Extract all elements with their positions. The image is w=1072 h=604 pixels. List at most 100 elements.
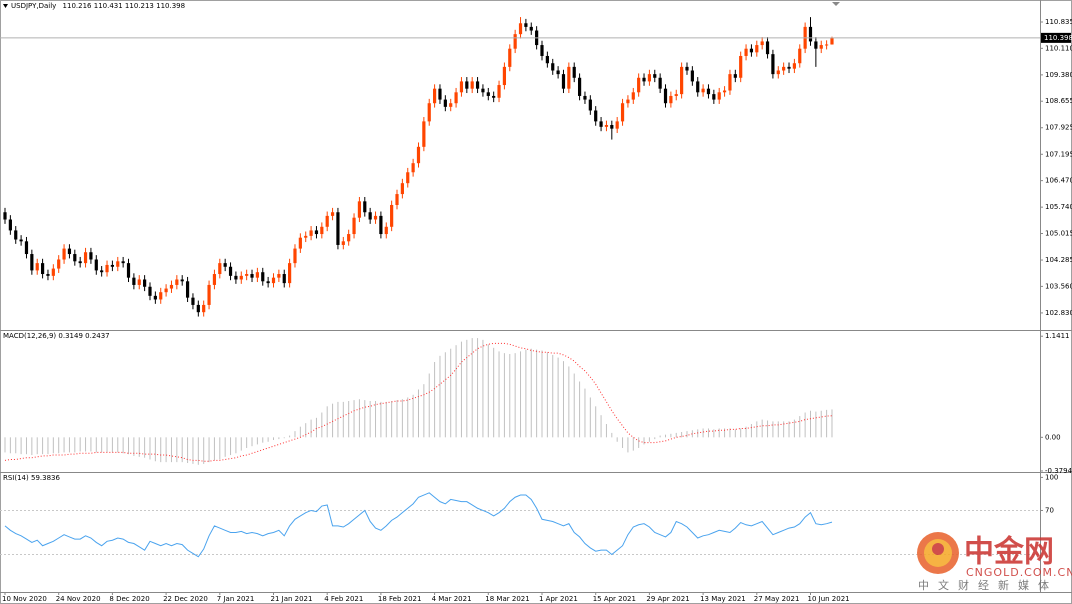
candle-body [330,212,335,216]
macd-bar [187,437,189,464]
macd-bar [622,437,624,448]
macd-bar [487,344,489,438]
candle-body [121,261,125,264]
macd-bar [283,437,285,439]
macd-bar [149,437,151,460]
x-tick-label: 21 Jan 2021 [271,595,313,603]
candle-body [760,41,764,46]
candle-body [89,252,93,260]
macd-bar [4,437,6,453]
macd-bar [707,428,709,438]
candle-body [116,261,120,267]
macd-bar [240,437,242,451]
candle-body [288,263,292,284]
macd-bar [611,432,613,438]
macd-bar [434,362,436,438]
candle-body [164,288,168,293]
candle-body [282,274,286,284]
candle-body [685,66,689,71]
macd-bar [111,437,113,453]
candle-body [400,183,404,195]
x-tick-label: 27 May 2021 [754,595,800,603]
candle-body [395,194,399,205]
macd-bar [509,354,511,438]
macd-bar [498,351,500,438]
menu-arrow [3,4,8,8]
candle-body [722,90,727,93]
candle-body [67,248,72,255]
candle-body [24,241,29,255]
macd-bar [310,419,312,438]
candle-body [8,219,12,231]
macd-bar [208,437,210,463]
candle-body [497,85,501,98]
macd-bar [745,426,747,438]
candle-body [572,66,576,78]
macd-bar [353,400,355,438]
macd-bar [675,432,677,438]
x-tick-label: 7 Jan 2021 [217,595,255,603]
macd-bar [777,421,779,438]
macd-bar [605,424,607,438]
current-price-box [1041,32,1071,43]
macd-bar [289,435,291,438]
macd-bar [203,437,205,464]
macd-bar [342,401,344,438]
candle-body [363,201,367,213]
watermark: 中金网 CNGOLD.COM.CN 中文财经新媒体 [917,532,1072,592]
candle-body [669,95,673,104]
macd-bar [654,437,656,440]
logo-dot [932,543,944,555]
candle-body [180,279,184,282]
macd-bar [503,353,505,438]
candle-body [454,92,458,104]
macd-bar [536,349,538,438]
candle-body [384,226,388,235]
candle-body [293,248,297,264]
candle-body [73,254,77,262]
candle-body [137,279,141,285]
macd-bar [9,437,11,454]
macd-bar [412,394,414,438]
candle-body [46,274,50,276]
macd-bar [584,388,586,438]
rsi-line [4,492,833,558]
candle-body [583,95,587,100]
macd-bar [36,437,38,455]
watermark-site: CNGOLD.COM.CN [966,566,1072,579]
macd-bar [160,437,162,463]
candle-body [228,266,233,276]
macd-bar [826,409,828,438]
candle-body [443,99,447,107]
candle-body [529,26,533,31]
candle-body [94,259,98,271]
macd-bar [541,350,543,438]
y-tick-label: 106.470 [1045,177,1072,185]
candle-body [185,281,190,298]
candle-body [653,74,657,78]
candle-body [642,77,646,82]
macd-bar [117,437,119,453]
macd-bar [31,437,33,456]
macd-bar [616,437,618,442]
candle-body [255,272,259,278]
macd-bar [74,437,76,453]
candle-body [545,55,549,64]
candle-body [304,235,308,238]
macd-bar [154,437,156,462]
y-tick-label: 107.925 [1045,124,1072,132]
candle-body [615,121,619,129]
candle-body [309,230,313,236]
macd-bar [772,421,774,438]
macd-bar [632,437,634,451]
candle-body [207,284,211,305]
candle-body [825,44,829,46]
candle-body [663,88,668,104]
y-tick-label: -0.3794 [1045,467,1072,475]
macd-bar [192,437,194,464]
macd-bar [95,437,97,453]
macd-bar [106,437,108,453]
candle-body [416,146,421,164]
macd-bar [176,437,178,463]
macd-bar [385,401,387,438]
